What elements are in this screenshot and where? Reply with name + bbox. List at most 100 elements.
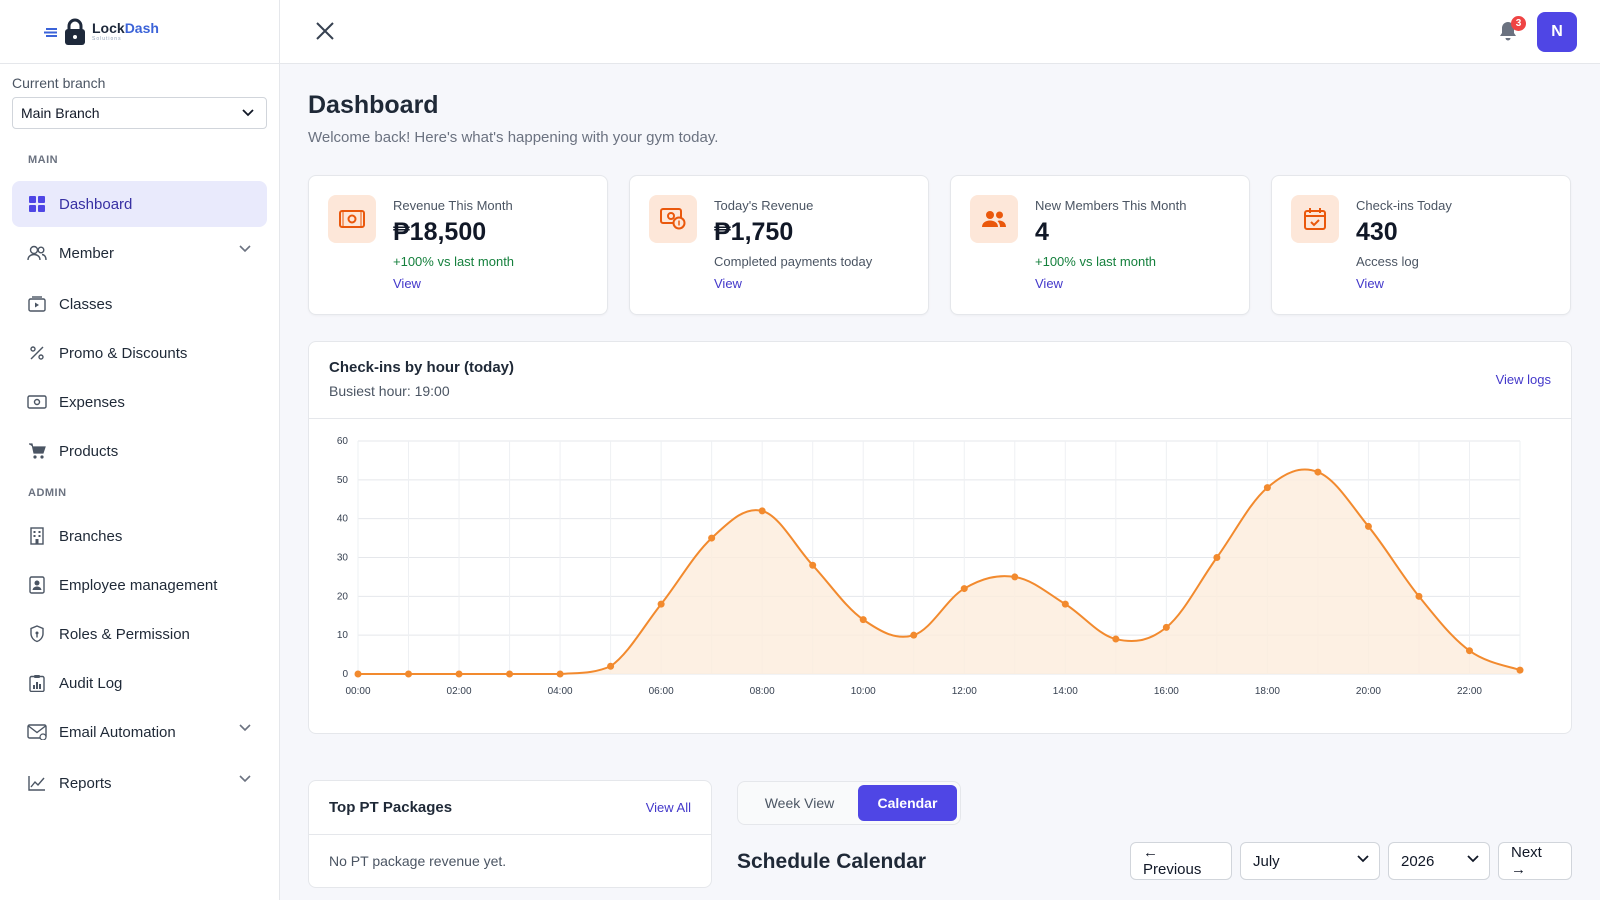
branch-label: Current branch (12, 75, 106, 91)
chevron-down-icon (239, 245, 251, 253)
avatar[interactable]: N (1537, 12, 1577, 52)
sidebar-item-products[interactable]: Products (12, 428, 267, 474)
sidebar-item-label: Email Automation (59, 723, 176, 741)
card-label: Today's Revenue (714, 198, 814, 213)
view-logs-link[interactable]: View logs (1495, 372, 1551, 387)
branch-select[interactable]: Main Branch (12, 97, 267, 129)
sidebar-item-promo[interactable]: Promo & Discounts (12, 330, 267, 376)
calendar-check-icon (1291, 195, 1339, 243)
topbar: 3 N (280, 0, 1600, 64)
chevron-down-icon (1467, 855, 1479, 863)
card-view-link[interactable]: View (393, 276, 421, 291)
sidebar-item-email-automation[interactable]: Email Automation (12, 709, 267, 755)
brand-tagline: Solutions (92, 36, 122, 42)
data-point (354, 670, 362, 678)
grid-icon (27, 194, 47, 214)
previous-button[interactable]: ← Previous (1130, 842, 1232, 880)
data-point (1112, 635, 1120, 643)
sidebar-item-label: Member (59, 244, 115, 262)
building-icon (27, 526, 47, 546)
year-select[interactable]: 2026 (1388, 842, 1490, 880)
y-tick-label: 0 (342, 669, 348, 680)
sidebar-item-branches[interactable]: Branches (12, 513, 267, 559)
card-view-link[interactable]: View (1035, 276, 1063, 291)
x-tick-label: 22:00 (1457, 686, 1482, 697)
x-tick-label: 00:00 (345, 686, 370, 697)
card-change: +100% vs last month (1035, 254, 1157, 269)
sidebar-item-employees[interactable]: Employee management (12, 562, 267, 608)
mail-icon (27, 722, 47, 742)
chevron-down-icon (1357, 855, 1369, 863)
card-label: New Members This Month (1035, 198, 1187, 213)
section-admin: ADMIN (28, 487, 67, 499)
next-button[interactable]: Next → (1498, 842, 1572, 880)
data-point (1465, 647, 1473, 655)
revenue-month-card: Revenue This Month ₱18,500 +100% vs last… (308, 175, 608, 315)
top-pt-packages-card: Top PT Packages View All No PT package r… (308, 780, 712, 888)
brand-logo[interactable]: LockDash Solutions (0, 0, 279, 64)
chevron-down-icon (239, 775, 251, 783)
menu-icon[interactable] (44, 26, 58, 38)
clipboard-icon (27, 673, 47, 693)
view-all-link[interactable]: View All (645, 800, 691, 815)
sidebar: LockDash Solutions Current branch Main B… (0, 0, 280, 900)
page-subtitle: Welcome back! Here's what's happening wi… (308, 129, 719, 146)
week-view-tab[interactable]: Week View (764, 795, 835, 811)
card-view-link[interactable]: View (714, 276, 742, 291)
data-point (1213, 554, 1221, 561)
users-icon (27, 243, 47, 263)
data-point (1011, 573, 1019, 581)
sidebar-item-roles[interactable]: Roles & Permission (12, 611, 267, 657)
data-point (556, 670, 564, 678)
id-badge-icon (27, 575, 47, 595)
x-tick-label: 06:00 (649, 686, 674, 697)
today-revenue-card: Today's Revenue ₱1,750 Completed payment… (629, 175, 929, 315)
x-tick-label: 16:00 (1154, 686, 1179, 697)
sidebar-item-reports[interactable]: Reports (12, 760, 267, 806)
card-value: ₱18,500 (393, 218, 487, 246)
data-point (859, 616, 867, 624)
month-select-value: July (1253, 852, 1280, 870)
lock-icon (64, 18, 86, 46)
chevron-down-icon (239, 724, 251, 732)
pt-empty-message: No PT package revenue yet. (329, 853, 507, 869)
new-members-card: New Members This Month 4 +100% vs last m… (950, 175, 1250, 315)
sidebar-item-classes[interactable]: Classes (12, 281, 267, 327)
sidebar-item-dashboard[interactable]: Dashboard (12, 181, 267, 227)
sidebar-item-audit-log[interactable]: Audit Log (12, 660, 267, 706)
data-point (960, 585, 968, 593)
close-icon[interactable] (314, 20, 336, 42)
y-tick-label: 20 (337, 591, 349, 602)
month-select[interactable]: July (1240, 842, 1380, 880)
sidebar-item-label: Roles & Permission (59, 625, 190, 643)
data-point (1061, 600, 1069, 608)
data-point (1263, 484, 1271, 492)
card-note: Access log (1356, 254, 1419, 269)
branch-select-value: Main Branch (21, 105, 100, 121)
card-view-link[interactable]: View (1356, 276, 1384, 291)
percent-icon (27, 343, 47, 363)
sidebar-item-expenses[interactable]: Expenses (12, 379, 267, 425)
cart-icon (27, 441, 47, 461)
checkins-card: Check-ins Today 430 Access log View (1271, 175, 1571, 315)
data-point (1516, 666, 1524, 674)
sidebar-item-label: Products (59, 442, 119, 460)
pt-packages-title: Top PT Packages (329, 799, 453, 816)
users-icon (970, 195, 1018, 243)
sidebar-item-label: Employee management (59, 576, 218, 594)
money-clock-icon (649, 195, 697, 243)
video-icon (27, 294, 47, 314)
shield-icon (27, 624, 47, 644)
data-point (910, 631, 918, 639)
sidebar-item-label: Promo & Discounts (59, 344, 188, 362)
y-tick-label: 30 (337, 553, 349, 564)
y-tick-label: 40 (337, 514, 349, 525)
y-tick-label: 10 (337, 630, 349, 641)
calendar-tab[interactable]: Calendar (857, 785, 957, 821)
data-point (1364, 522, 1372, 530)
sidebar-item-member[interactable]: Member (12, 230, 267, 276)
data-point (1162, 623, 1170, 631)
card-value: 4 (1035, 218, 1049, 246)
data-point (405, 670, 413, 678)
sidebar-item-label: Expenses (59, 393, 125, 411)
